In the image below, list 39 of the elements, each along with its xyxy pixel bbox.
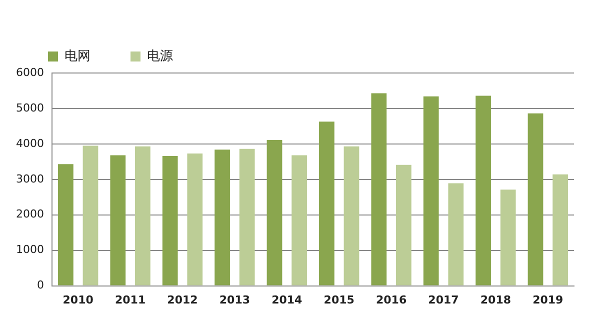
bar <box>344 146 360 286</box>
x-tick-label: 2012 <box>167 293 198 306</box>
bar <box>552 174 568 286</box>
y-tick-label: 6000 <box>16 66 44 79</box>
x-tick-label: 2019 <box>532 293 564 306</box>
bar <box>371 93 387 286</box>
x-tick-label: 2015 <box>324 293 354 306</box>
bar <box>214 150 230 286</box>
y-tick-label: 1000 <box>16 243 44 256</box>
x-tick-label: 2011 <box>114 293 146 306</box>
bar <box>292 155 307 286</box>
bar <box>423 96 439 286</box>
bar <box>396 164 412 286</box>
x-tick-label: 2016 <box>376 293 407 306</box>
x-tick-label: 2010 <box>62 293 94 306</box>
x-tick-label: 2013 <box>219 293 250 306</box>
bar <box>500 190 516 286</box>
bar <box>239 148 255 286</box>
bar <box>528 113 544 286</box>
x-tick-label: 2018 <box>480 293 512 306</box>
y-tick-label: 2000 <box>16 208 44 221</box>
x-tick-label: 2014 <box>272 293 303 306</box>
bar <box>135 146 150 286</box>
y-tick-label: 4000 <box>16 136 44 150</box>
y-tick-label: 3000 <box>16 172 44 186</box>
bar <box>162 156 178 286</box>
bar <box>319 122 334 286</box>
x-tick-label: 2017 <box>428 293 459 306</box>
bar <box>476 96 491 286</box>
bar <box>82 146 98 286</box>
bar <box>58 164 74 286</box>
legend-label: 电源 <box>147 48 173 64</box>
bar <box>448 183 464 286</box>
y-tick-label: 0 <box>36 278 44 292</box>
y-tick-label: 5000 <box>16 101 44 114</box>
legend-label: 电网 <box>64 48 90 64</box>
bar <box>187 154 203 286</box>
bar <box>110 155 126 286</box>
bar <box>266 140 282 286</box>
